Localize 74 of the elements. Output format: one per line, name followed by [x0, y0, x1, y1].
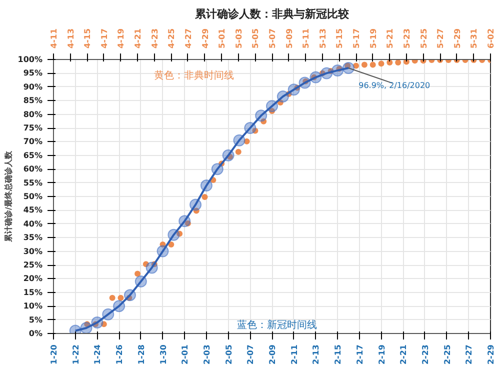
x2-tick-label: 5-15: [335, 28, 344, 48]
x2-tick-label: 4-17: [100, 28, 109, 48]
x-tick-label: 2-21: [399, 344, 408, 365]
x-tick-label: 2-03: [202, 344, 212, 365]
x-tick-label: 1-20: [50, 344, 58, 365]
x-tick-label: 1-24: [93, 344, 102, 365]
y-tick-label: 75%: [23, 124, 43, 132]
x-tick-label: 2-07: [246, 344, 256, 365]
chart-title: 累计确诊人数：非典与新冠比较: [194, 8, 350, 20]
y-tick-label: 5%: [28, 315, 43, 324]
x2-tick-label: 5-31: [470, 28, 479, 48]
y-tick-label: 65%: [23, 150, 43, 160]
y-tick-label: 85%: [23, 96, 43, 106]
x-tick-label: 2-19: [377, 344, 386, 365]
x-tick-label: 2-09: [268, 344, 277, 365]
x2-tick-label: 5-21: [386, 28, 395, 48]
y-tick-label: 90%: [23, 82, 43, 92]
y-tick-label: 0%: [28, 329, 43, 338]
x2-tick-label: 4-15: [83, 28, 92, 48]
x2-tick-label: 4-27: [184, 28, 193, 48]
x-tick-label: 2-23: [420, 344, 430, 365]
annotation: 蓝色：新冠时间线: [237, 318, 318, 331]
y-tick-label: 80%: [23, 110, 43, 119]
y-tick-label: 55%: [23, 178, 43, 188]
x2-tick-label: 4-21: [134, 28, 143, 48]
y-tick-label: 35%: [23, 233, 43, 242]
x2-tick-label: 4-19: [116, 28, 126, 48]
x-tick-label: 2-01: [180, 344, 190, 365]
x-tick-label: 2-13: [312, 344, 321, 365]
y-tick-label: 20%: [23, 274, 43, 284]
x2-tick-label: 4-11: [50, 28, 58, 48]
x2-tick-label: 4-25: [167, 28, 176, 48]
y-tick-label: 50%: [23, 192, 43, 201]
y-tick-label: 30%: [23, 246, 43, 256]
x2-tick-label: 4-29: [200, 28, 210, 48]
y-tick-label: 100%: [18, 55, 43, 64]
x-tick-label: 1-22: [71, 344, 80, 365]
x2-tick-label: 5-23: [402, 28, 412, 48]
x2-tick-label: 5-25: [419, 28, 428, 48]
x2-tick-label: 5-09: [284, 28, 294, 48]
x2-tick-label: 5-05: [251, 28, 260, 48]
x2-tick-label: 4-13: [66, 28, 76, 48]
x-tick-label: 2-29: [486, 344, 496, 365]
x2-tick-label: 5-11: [302, 28, 311, 48]
x-tick-label: 2-27: [464, 344, 474, 365]
x2-tick-label: 4-23: [150, 28, 160, 48]
x-tick-label: 2-11: [290, 344, 299, 365]
x-tick-label: 1-30: [158, 344, 168, 365]
x2-tick-label: 6-02: [486, 28, 496, 48]
x2-tick-label: 5-07: [268, 28, 277, 48]
x-tick-label: 1-28: [136, 344, 146, 365]
x2-tick-label: 5-03: [234, 28, 244, 48]
y-tick-label: 60%: [23, 164, 43, 174]
x2-tick-label: 5-17: [352, 28, 362, 48]
y-tick-label: 40%: [23, 219, 43, 228]
y-tick-label: 70%: [23, 137, 43, 146]
y-tick-label: 25%: [23, 260, 43, 270]
y-tick-label: 10%: [23, 302, 43, 311]
y-tick-label: 45%: [23, 206, 43, 215]
y-axis-title: 累计确诊/最终总确诊人数: [4, 150, 13, 243]
x2-tick-label: 5-27: [436, 28, 446, 48]
x2-tick-label: 5-29: [452, 28, 462, 48]
y-tick-label: 15%: [23, 288, 43, 297]
x-tick-label: 2-05: [224, 344, 234, 365]
annotation: 黄色：非典时间线: [154, 69, 234, 82]
x2-tick-label: 5-13: [318, 28, 328, 48]
x-tick-label: 1-26: [115, 344, 124, 365]
x-tick-label: 2-17: [355, 344, 364, 365]
y-tick-label: 95%: [23, 68, 43, 78]
x2-tick-label: 5-19: [368, 28, 378, 48]
x2-tick-label: 5-01: [218, 28, 227, 48]
annotation: 96.9%, 2/16/2020: [358, 80, 430, 90]
x-tick-label: 2-15: [334, 344, 343, 365]
x-tick-label: 2-25: [442, 344, 452, 365]
